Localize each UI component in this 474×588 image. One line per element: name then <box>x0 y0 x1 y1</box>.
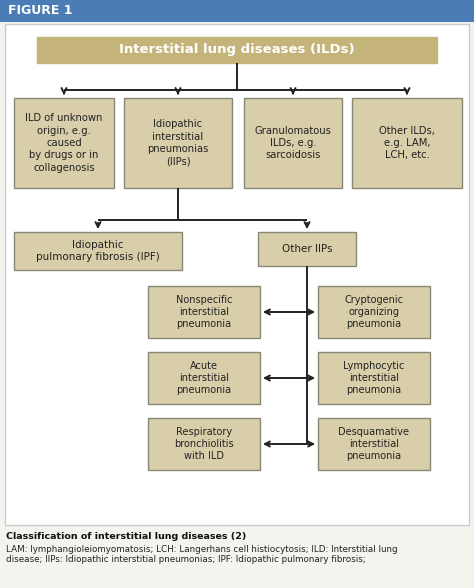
FancyBboxPatch shape <box>37 37 437 63</box>
FancyBboxPatch shape <box>0 0 474 22</box>
Text: Classification of interstitial lung diseases (2): Classification of interstitial lung dise… <box>6 532 246 541</box>
Text: Other IIPs: Other IIPs <box>282 244 332 254</box>
Text: Respiratory
bronchiolitis
with ILD: Respiratory bronchiolitis with ILD <box>174 427 234 462</box>
Text: ILD of unknown
origin, e.g.
caused
by drugs or in
collagenosis: ILD of unknown origin, e.g. caused by dr… <box>25 113 103 173</box>
Text: Interstitial lung diseases (ILDs): Interstitial lung diseases (ILDs) <box>119 44 355 56</box>
Text: Lymphocytic
interstitial
pneumonia: Lymphocytic interstitial pneumonia <box>343 360 405 395</box>
FancyBboxPatch shape <box>244 98 342 188</box>
FancyBboxPatch shape <box>318 418 430 470</box>
Text: FIGURE 1: FIGURE 1 <box>8 5 73 18</box>
FancyBboxPatch shape <box>124 98 232 188</box>
FancyBboxPatch shape <box>148 418 260 470</box>
FancyBboxPatch shape <box>318 352 430 404</box>
Text: Cryptogenic
organizing
pneumonia: Cryptogenic organizing pneumonia <box>345 295 403 329</box>
Text: Acute
interstitial
pneumonia: Acute interstitial pneumonia <box>176 360 232 395</box>
Text: Other ILDs,
e.g. LAM,
LCH, etc.: Other ILDs, e.g. LAM, LCH, etc. <box>379 126 435 161</box>
Text: Nonspecific
interstitial
pneumonia: Nonspecific interstitial pneumonia <box>176 295 232 329</box>
Text: Idiopathic
pulmonary fibrosis (IPF): Idiopathic pulmonary fibrosis (IPF) <box>36 240 160 262</box>
FancyBboxPatch shape <box>318 286 430 338</box>
FancyBboxPatch shape <box>352 98 462 188</box>
FancyBboxPatch shape <box>258 232 356 266</box>
Text: Idiopathic
interstitial
pneumonias
(IIPs): Idiopathic interstitial pneumonias (IIPs… <box>147 119 209 166</box>
FancyBboxPatch shape <box>148 352 260 404</box>
FancyBboxPatch shape <box>5 24 469 525</box>
Text: Granulomatous
ILDs, e.g.
sarcoidosis: Granulomatous ILDs, e.g. sarcoidosis <box>255 126 331 161</box>
FancyBboxPatch shape <box>14 232 182 270</box>
Text: LAM: lymphangioleiomyomatosis; LCH: Langerhans cell histiocytosis; ILD: Intersti: LAM: lymphangioleiomyomatosis; LCH: Lang… <box>6 545 398 564</box>
FancyBboxPatch shape <box>14 98 114 188</box>
Text: Desquamative
interstitial
pneumonia: Desquamative interstitial pneumonia <box>338 427 410 462</box>
FancyBboxPatch shape <box>148 286 260 338</box>
